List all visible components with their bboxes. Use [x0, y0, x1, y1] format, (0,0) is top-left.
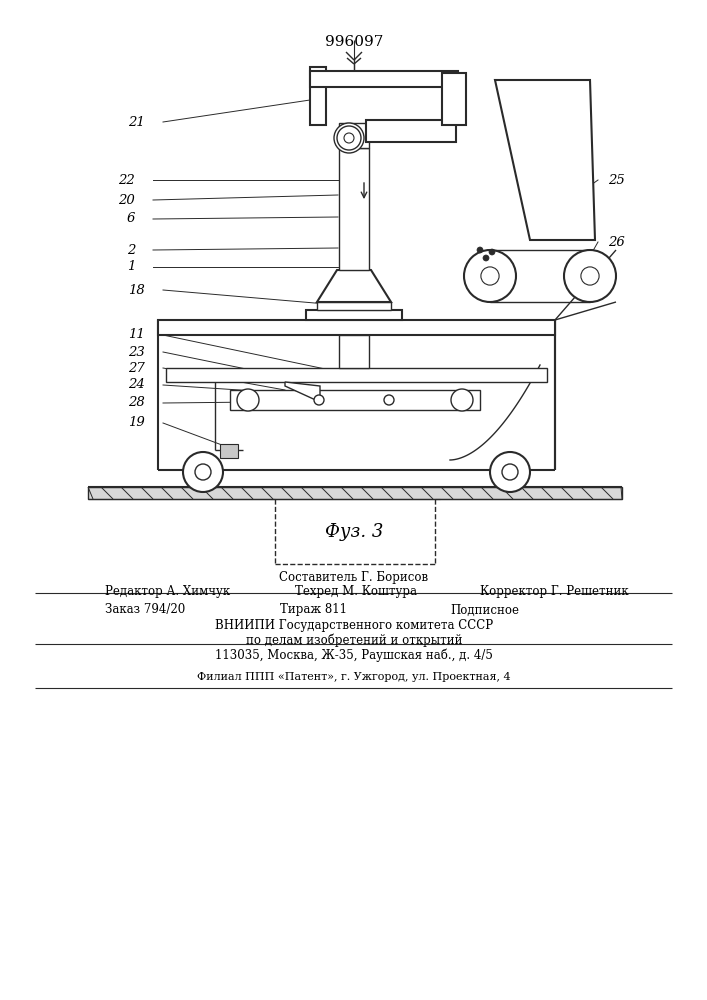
Bar: [166, 368, 547, 382]
Text: по делам изобретений и открытий: по делам изобретений и открытий: [246, 633, 462, 647]
Text: 21: 21: [128, 115, 145, 128]
Polygon shape: [495, 80, 595, 240]
Circle shape: [451, 389, 473, 411]
Text: 20: 20: [118, 194, 135, 207]
Bar: [339, 123, 369, 148]
Bar: [339, 335, 369, 368]
Text: Тираж 811: Тираж 811: [280, 603, 347, 616]
Text: 6: 6: [127, 213, 135, 226]
Circle shape: [334, 123, 364, 153]
Text: 113035, Москва, Ж-35, Раушская наб., д. 4/5: 113035, Москва, Ж-35, Раушская наб., д. …: [215, 648, 493, 662]
Bar: [317, 302, 391, 310]
Bar: [220, 444, 238, 458]
Circle shape: [183, 452, 223, 492]
Text: 1: 1: [127, 260, 135, 273]
Circle shape: [337, 126, 361, 150]
Circle shape: [314, 395, 324, 405]
Circle shape: [464, 250, 516, 302]
Bar: [310, 71, 458, 87]
Bar: [310, 67, 326, 125]
Bar: [366, 120, 456, 142]
Circle shape: [581, 267, 599, 285]
Text: 23: 23: [128, 346, 145, 359]
Text: 2: 2: [127, 243, 135, 256]
Text: Подписное: Подписное: [450, 603, 519, 616]
Text: Фуз. 3: Фуз. 3: [325, 523, 383, 541]
Bar: [339, 148, 369, 270]
Text: 28: 28: [128, 396, 145, 410]
Circle shape: [195, 464, 211, 480]
Text: 27: 27: [128, 361, 145, 374]
Circle shape: [344, 133, 354, 143]
Circle shape: [384, 395, 394, 405]
Circle shape: [237, 389, 259, 411]
Circle shape: [483, 255, 489, 261]
Text: Техред М. Коштура: Техред М. Коштура: [295, 585, 417, 598]
Text: 18: 18: [128, 284, 145, 296]
Text: 996097: 996097: [325, 35, 383, 49]
Circle shape: [502, 464, 518, 480]
Circle shape: [489, 249, 495, 255]
Text: Филиал ППП «Патент», г. Ужгород, ул. Проектная, 4: Филиал ППП «Патент», г. Ужгород, ул. Про…: [197, 672, 511, 682]
Bar: [230, 390, 480, 410]
Circle shape: [481, 267, 499, 285]
Circle shape: [490, 452, 530, 492]
Circle shape: [477, 247, 483, 253]
Text: 25: 25: [608, 174, 625, 186]
Text: 26: 26: [608, 235, 625, 248]
Circle shape: [564, 250, 616, 302]
Polygon shape: [285, 382, 320, 402]
Text: Составитель Г. Борисов: Составитель Г. Борисов: [279, 572, 428, 584]
Text: Корректор Г. Решетник: Корректор Г. Решетник: [480, 585, 629, 598]
Text: Заказ 794/20: Заказ 794/20: [105, 603, 185, 616]
Bar: [306, 310, 402, 320]
Text: 19: 19: [128, 416, 145, 430]
Bar: [442, 73, 466, 125]
Bar: [88, 487, 622, 499]
Text: 24: 24: [128, 378, 145, 391]
Text: 22: 22: [118, 174, 135, 186]
Text: ВНИИПИ Государственного комитета СССР: ВНИИПИ Государственного комитета СССР: [215, 619, 493, 633]
Text: Редактор А. Химчук: Редактор А. Химчук: [105, 585, 230, 598]
Polygon shape: [317, 270, 391, 302]
Text: 11: 11: [128, 328, 145, 342]
Bar: [158, 320, 555, 335]
